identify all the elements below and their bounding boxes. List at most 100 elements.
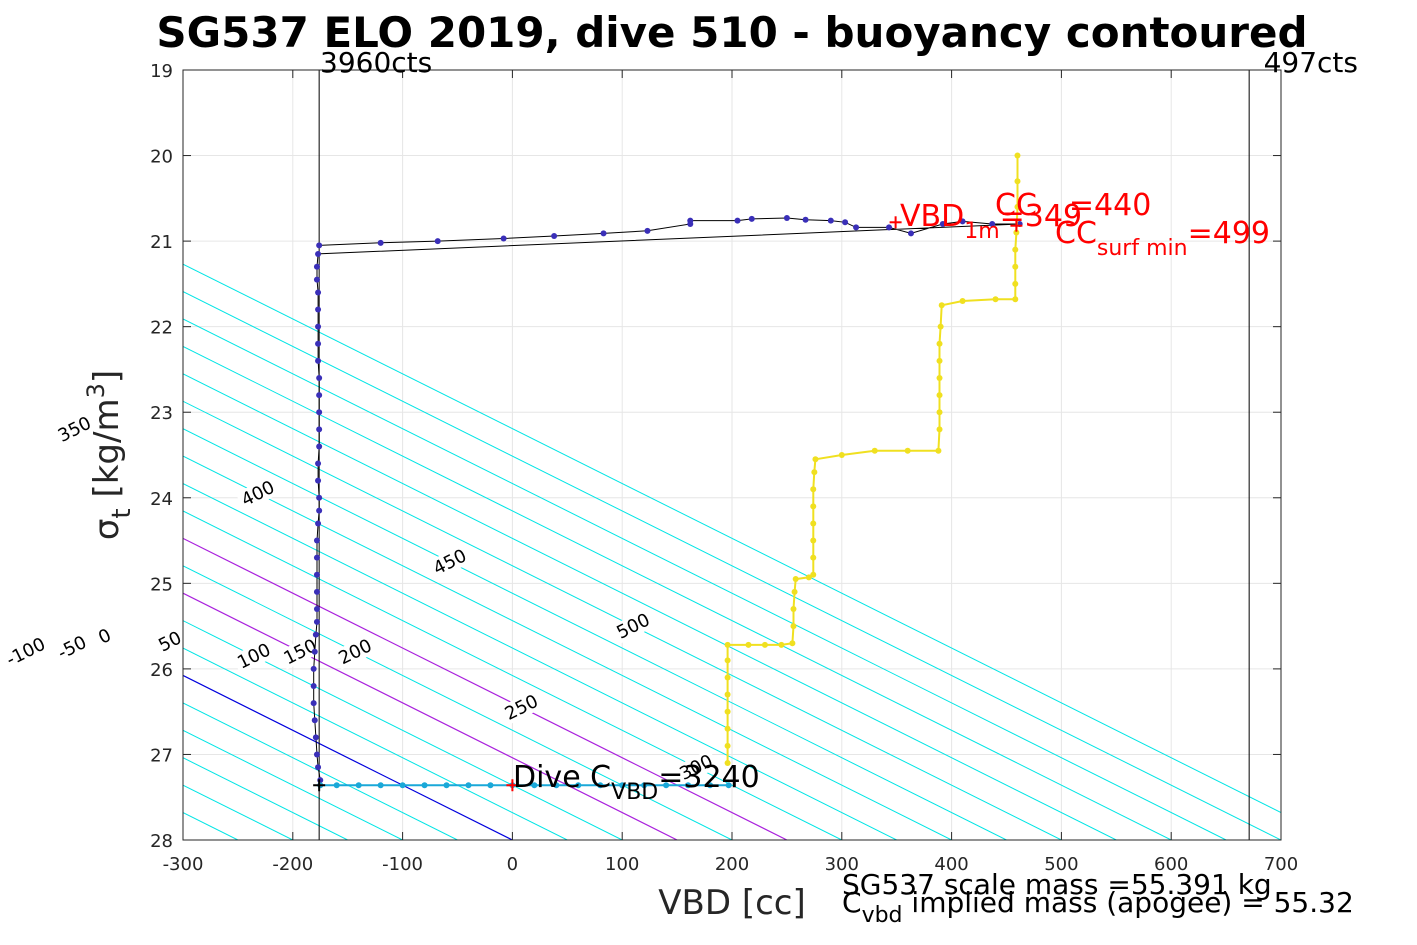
contour-line	[183, 263, 1281, 814]
data-point	[1012, 246, 1019, 253]
data-point	[791, 588, 798, 595]
data-point	[812, 456, 819, 463]
contour-label-bg	[231, 638, 277, 674]
data-point	[724, 725, 731, 732]
y-tick-label: 19	[150, 61, 173, 82]
data-point	[313, 554, 320, 561]
data-point	[707, 782, 714, 789]
y-axis-label-unit: [kg/m	[87, 398, 127, 497]
data-point	[936, 392, 943, 399]
contour-label-bg	[49, 629, 95, 666]
data-point	[1012, 263, 1019, 270]
y-axis-label-space	[87, 498, 127, 509]
contour-line	[183, 318, 1227, 840]
contour-label-bg	[52, 411, 97, 448]
data-point	[790, 606, 797, 612]
cc-surf-sub: surf min	[1097, 236, 1188, 261]
cc-surf-value: =499	[1188, 216, 1270, 251]
data-point	[810, 571, 817, 578]
data-point	[315, 460, 322, 467]
data-point	[377, 782, 384, 789]
contour-label-bg	[332, 633, 378, 670]
data-point	[1014, 152, 1021, 159]
data-point	[761, 641, 768, 648]
data-point	[312, 631, 319, 638]
data-point	[551, 232, 558, 239]
data-point	[377, 239, 384, 246]
contour-line	[183, 345, 1172, 840]
y-axis-label-sub: t	[107, 508, 137, 518]
contour-label-bg	[3, 633, 49, 670]
data-point	[1012, 296, 1019, 303]
data-point	[619, 782, 626, 789]
contour-line	[183, 373, 1117, 840]
x-tick-label: 600	[1154, 854, 1188, 875]
data-point	[842, 219, 849, 226]
y-tick-label: 27	[150, 745, 173, 766]
x-tick-label: 400	[934, 854, 968, 875]
data-point	[313, 606, 320, 612]
implied-mass-value: implied mass (apogee) = 55.32	[903, 886, 1354, 919]
data-point	[871, 447, 878, 454]
implied-mass-text: Cvbd implied mass (apogee) = 55.32	[842, 886, 1354, 928]
data-point	[333, 782, 340, 789]
data-point	[936, 375, 943, 381]
contour-line	[183, 620, 623, 840]
data-point	[316, 375, 323, 381]
data-point	[487, 782, 494, 789]
vbd-limit-label-min: 3960cts	[320, 46, 432, 79]
data-point	[778, 641, 785, 648]
data-point	[938, 302, 945, 309]
data-point	[810, 537, 817, 544]
data-point	[465, 782, 472, 789]
data-point	[531, 782, 538, 789]
data-point	[936, 409, 943, 416]
data-point	[355, 782, 362, 789]
data-point	[687, 217, 694, 224]
data-point	[904, 447, 911, 454]
vbd-1m-annotation: VBD1m=349	[900, 199, 1082, 244]
data-point	[810, 486, 817, 493]
contour-line	[183, 702, 458, 840]
data-point	[313, 751, 320, 758]
data-point	[939, 221, 946, 227]
cc-label: CC	[995, 188, 1037, 223]
y-tick-label: 26	[150, 660, 173, 681]
data-point	[724, 760, 731, 766]
x-tick-label: -200	[272, 854, 313, 875]
data-point	[1013, 229, 1020, 236]
data-point	[959, 218, 966, 225]
chart-title: SG537 ELO 2019, dive 510 - buoyancy cont…	[156, 8, 1307, 57]
data-point	[1014, 178, 1021, 185]
y-axis-label-symbol: σ	[87, 519, 127, 541]
data-point	[316, 494, 323, 501]
data-point	[936, 340, 943, 347]
data-point	[937, 323, 944, 330]
data-point	[1014, 203, 1021, 210]
x-tick-label: -300	[163, 854, 204, 875]
data-point	[936, 357, 943, 364]
x-tick-label: -100	[382, 854, 423, 875]
contour-line	[183, 510, 843, 840]
data-point	[313, 276, 320, 283]
contour-line	[183, 455, 952, 840]
data-point	[734, 217, 741, 224]
data-point	[315, 323, 322, 330]
data-point	[553, 782, 560, 789]
series-group	[310, 152, 1023, 789]
vbd-limit-lines	[318, 70, 1250, 840]
y-axis-label-exp: 3	[82, 383, 110, 398]
data-point	[663, 782, 670, 789]
dive-c-value: =3240	[658, 760, 759, 795]
data-point	[310, 700, 317, 707]
data-point	[311, 717, 318, 724]
data-point	[802, 216, 809, 223]
scale-mass-text: SG537 scale mass =55.391 kg	[842, 868, 1272, 901]
data-point	[886, 224, 893, 231]
data-point	[805, 574, 812, 581]
data-point	[724, 691, 731, 698]
cc-surf-annotation: CCsurf min=499	[1055, 216, 1270, 261]
contour-line	[183, 291, 1281, 840]
data-point	[641, 782, 648, 789]
